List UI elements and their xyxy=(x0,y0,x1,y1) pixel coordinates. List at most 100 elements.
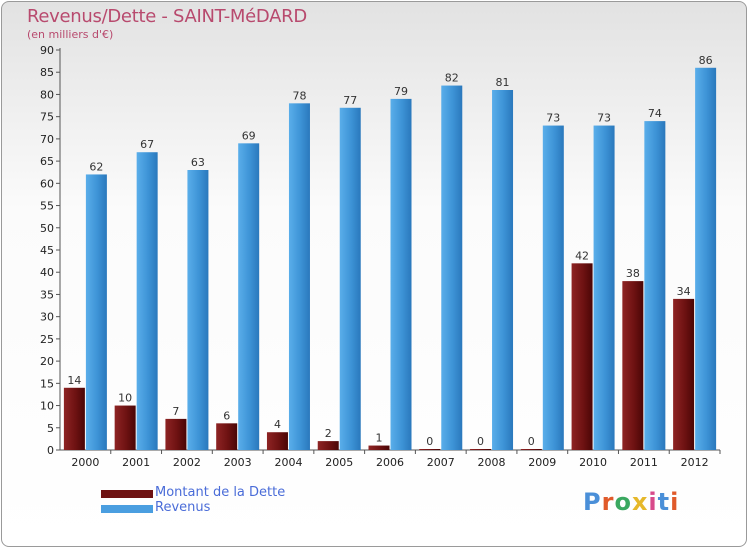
bar-debt xyxy=(520,449,542,450)
logo-letter: i xyxy=(648,488,658,516)
x-tick-label: 2008 xyxy=(478,456,506,469)
data-label-debt: 0 xyxy=(528,435,535,448)
data-label-revenus: 81 xyxy=(496,76,510,89)
legend-label-revenus: Revenus xyxy=(155,500,211,515)
data-label-revenus: 78 xyxy=(292,89,306,102)
bar-debt xyxy=(114,405,136,450)
data-label-debt: 10 xyxy=(118,392,132,405)
x-tick-label: 2011 xyxy=(630,456,658,469)
bar-debt xyxy=(571,263,593,450)
data-label-revenus: 86 xyxy=(699,54,713,67)
y-tick-label: 10 xyxy=(40,400,54,413)
y-tick-label: 20 xyxy=(40,355,54,368)
data-label-revenus: 73 xyxy=(546,112,560,125)
data-label-revenus: 73 xyxy=(597,112,611,125)
y-tick-label: 15 xyxy=(40,377,54,390)
data-label-revenus: 77 xyxy=(343,94,357,107)
data-label-revenus: 74 xyxy=(648,107,662,120)
data-label-debt: 7 xyxy=(172,405,179,418)
data-label-debt: 42 xyxy=(575,249,589,262)
y-tick-label: 30 xyxy=(40,311,54,324)
data-label-debt: 6 xyxy=(223,409,230,422)
bar-revenus xyxy=(390,98,412,450)
proxiti-logo: Proxiti xyxy=(583,488,679,516)
bar-revenus xyxy=(542,125,564,451)
logo-letter: i xyxy=(670,488,680,516)
y-tick-label: 60 xyxy=(40,177,54,190)
data-label-revenus: 69 xyxy=(242,129,256,142)
bar-debt xyxy=(317,441,339,450)
logo-letter: P xyxy=(583,488,602,516)
y-tick-label: 65 xyxy=(40,155,54,168)
x-tick-label: 2012 xyxy=(681,456,709,469)
bar-debt xyxy=(673,298,695,450)
y-tick-label: 5 xyxy=(47,422,54,435)
bar-revenus xyxy=(695,67,717,451)
x-tick-label: 2005 xyxy=(325,456,353,469)
data-label-debt: 38 xyxy=(626,267,640,280)
bar-revenus xyxy=(644,121,666,450)
chart-axes: 0510152025303540455055606570758085902000… xyxy=(40,44,721,469)
data-label-revenus: 62 xyxy=(89,160,103,173)
data-label-debt: 2 xyxy=(325,427,332,440)
logo-letter: t xyxy=(657,488,671,516)
bar-debt xyxy=(368,445,390,450)
data-label-debt: 1 xyxy=(376,432,383,445)
data-label-debt: 14 xyxy=(67,374,81,387)
x-tick-label: 2000 xyxy=(71,456,99,469)
chart-title: Revenus/Dette - SAINT-MéDARD xyxy=(27,6,307,27)
y-tick-label: 25 xyxy=(40,333,54,346)
bar-debt xyxy=(622,281,644,450)
chart-bars xyxy=(63,67,717,451)
data-label-revenus: 67 xyxy=(140,138,154,151)
bar-debt xyxy=(419,449,441,450)
y-tick-label: 50 xyxy=(40,222,54,235)
bar-revenus xyxy=(339,107,361,451)
bar-debt xyxy=(63,387,85,450)
bar-revenus xyxy=(187,170,209,450)
logo-letter: x xyxy=(631,488,649,516)
y-tick-label: 90 xyxy=(40,44,54,57)
legend-swatch-revenus xyxy=(101,505,153,513)
bar-debt xyxy=(266,432,288,450)
y-tick-label: 85 xyxy=(40,66,54,79)
y-tick-label: 40 xyxy=(40,266,54,279)
x-tick-label: 2009 xyxy=(528,456,556,469)
x-tick-label: 2003 xyxy=(224,456,252,469)
x-tick-label: 2007 xyxy=(427,456,455,469)
logo-letter: o xyxy=(614,488,632,516)
chart-subtitle: (en milliers d'€) xyxy=(27,28,114,41)
legend-swatch-debt xyxy=(101,490,153,498)
bar-revenus xyxy=(85,174,107,450)
data-label-debt: 34 xyxy=(677,285,691,298)
legend-label-debt: Montant de la Dette xyxy=(155,485,286,500)
bar-debt xyxy=(216,423,238,450)
bar-revenus xyxy=(593,125,615,451)
x-tick-label: 2004 xyxy=(274,456,302,469)
y-tick-label: 70 xyxy=(40,133,54,146)
y-tick-label: 0 xyxy=(47,444,54,457)
bar-debt xyxy=(165,418,187,450)
bar-revenus xyxy=(441,85,463,451)
x-tick-label: 2002 xyxy=(173,456,201,469)
bar-debt xyxy=(470,449,492,450)
bar-revenus xyxy=(238,143,260,451)
data-label-revenus: 79 xyxy=(394,85,408,98)
bar-revenus xyxy=(136,152,158,450)
data-label-debt: 4 xyxy=(274,418,281,431)
y-tick-label: 45 xyxy=(40,244,54,257)
y-tick-label: 80 xyxy=(40,88,54,101)
chart-labels: 14 62 10 67 7 63 6 69 4 78 2 77 1 79 0 82 0 81 0 73 42 73 38 74… xyxy=(67,54,712,448)
data-label-debt: 0 xyxy=(426,435,433,448)
logo-letter: r xyxy=(601,488,615,516)
y-tick-label: 55 xyxy=(40,200,54,213)
data-label-revenus: 82 xyxy=(445,72,459,85)
x-tick-label: 2010 xyxy=(579,456,607,469)
data-label-debt: 0 xyxy=(477,435,484,448)
x-tick-label: 2001 xyxy=(122,456,150,469)
x-tick-label: 2006 xyxy=(376,456,404,469)
y-tick-label: 75 xyxy=(40,111,54,124)
bar-revenus xyxy=(492,90,514,450)
